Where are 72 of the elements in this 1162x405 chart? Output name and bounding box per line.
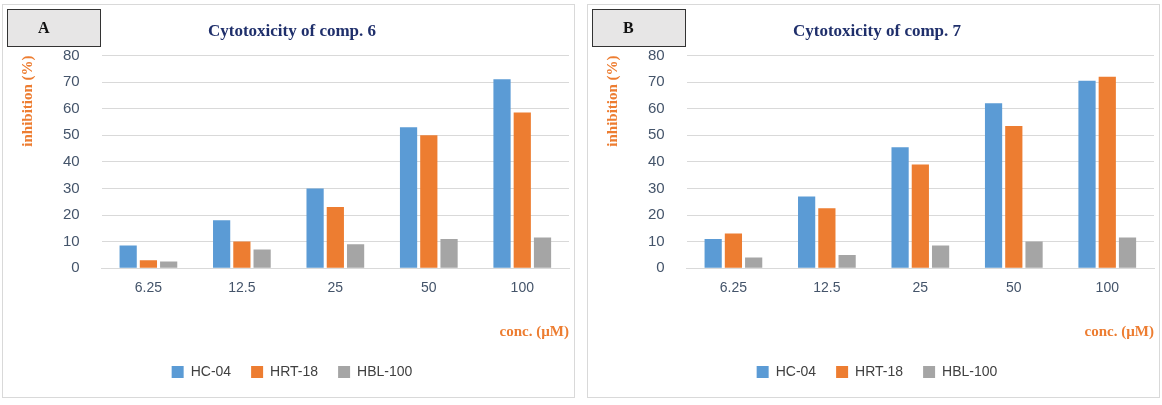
bar	[493, 79, 511, 268]
legend-label: HBL-100	[357, 362, 413, 379]
bar	[798, 196, 816, 268]
bar	[818, 208, 836, 268]
bar	[233, 241, 251, 268]
y-tick-label: 30	[63, 178, 80, 196]
bar	[745, 257, 763, 268]
y-axis-title: inhibition (%)	[18, 55, 36, 147]
legend-label: HC-04	[190, 362, 232, 379]
y-tick-label: 10	[648, 231, 665, 249]
x-tick-label: 25	[912, 279, 929, 296]
y-tick-label: 0	[656, 258, 665, 276]
x-axis-title: conc. (µM)	[499, 322, 569, 340]
bar	[160, 261, 178, 268]
x-tick-label: 12.5	[813, 279, 841, 296]
legend-label: HC-04	[775, 362, 817, 379]
legend-label: HRT-18	[855, 362, 904, 379]
bar	[891, 147, 909, 268]
y-tick-label: 80	[648, 45, 665, 63]
y-tick-label: 70	[63, 72, 80, 90]
bar	[533, 237, 552, 268]
bar	[420, 135, 438, 268]
y-tick-label: 60	[63, 98, 80, 116]
y-tick-label: 10	[63, 231, 80, 249]
x-tick-label: 50	[421, 279, 437, 296]
bar	[984, 103, 1003, 268]
y-tick-label: 40	[648, 151, 665, 169]
y-tick-label: 50	[648, 125, 665, 143]
y-tick-label: 0	[71, 258, 80, 276]
bar	[1098, 76, 1116, 268]
y-tick-label: 20	[648, 205, 665, 223]
bar	[704, 238, 722, 268]
legend-label: HBL-100	[942, 362, 998, 379]
legend-label: HRT-18	[270, 362, 319, 379]
y-tick-label: 80	[63, 45, 80, 63]
x-tick-label: 50	[1006, 279, 1022, 296]
chart-title: Cytotoxicity of comp. 7	[792, 20, 962, 40]
x-tick-label: 12.5	[228, 279, 256, 296]
x-tick-label: 100	[510, 279, 535, 296]
y-tick-label: 70	[648, 72, 665, 90]
bar	[1005, 125, 1023, 268]
bar	[139, 260, 158, 268]
x-tick-label: 100	[1095, 279, 1120, 296]
bar	[1118, 237, 1137, 268]
bar	[213, 220, 231, 268]
text: B	[592, 9, 686, 47]
bar	[399, 127, 418, 268]
bar	[513, 112, 531, 268]
x-tick-label: 6.25	[134, 279, 163, 296]
x-axis-title: conc. (µM)	[1084, 322, 1154, 340]
y-tick-label: 50	[63, 125, 80, 143]
bar	[346, 244, 365, 268]
bar	[1078, 80, 1096, 268]
bar	[119, 245, 137, 268]
chart-title: Cytotoxicity of comp. 6	[207, 20, 377, 40]
bar	[838, 254, 856, 268]
bar	[911, 164, 929, 268]
y-tick-label: 40	[63, 151, 80, 169]
bar	[931, 245, 950, 268]
bar	[1025, 241, 1043, 268]
bar	[326, 207, 344, 268]
text: A	[7, 9, 101, 47]
bar	[440, 238, 458, 268]
y-tick-label: 30	[648, 178, 665, 196]
x-tick-label: 25	[327, 279, 344, 296]
y-tick-label: 20	[63, 205, 80, 223]
bar	[253, 249, 271, 268]
y-tick-label: 60	[648, 98, 665, 116]
bar	[724, 233, 743, 268]
bar	[306, 188, 324, 268]
x-tick-label: 6.25	[719, 279, 748, 296]
y-axis-title: inhibition (%)	[603, 55, 621, 147]
